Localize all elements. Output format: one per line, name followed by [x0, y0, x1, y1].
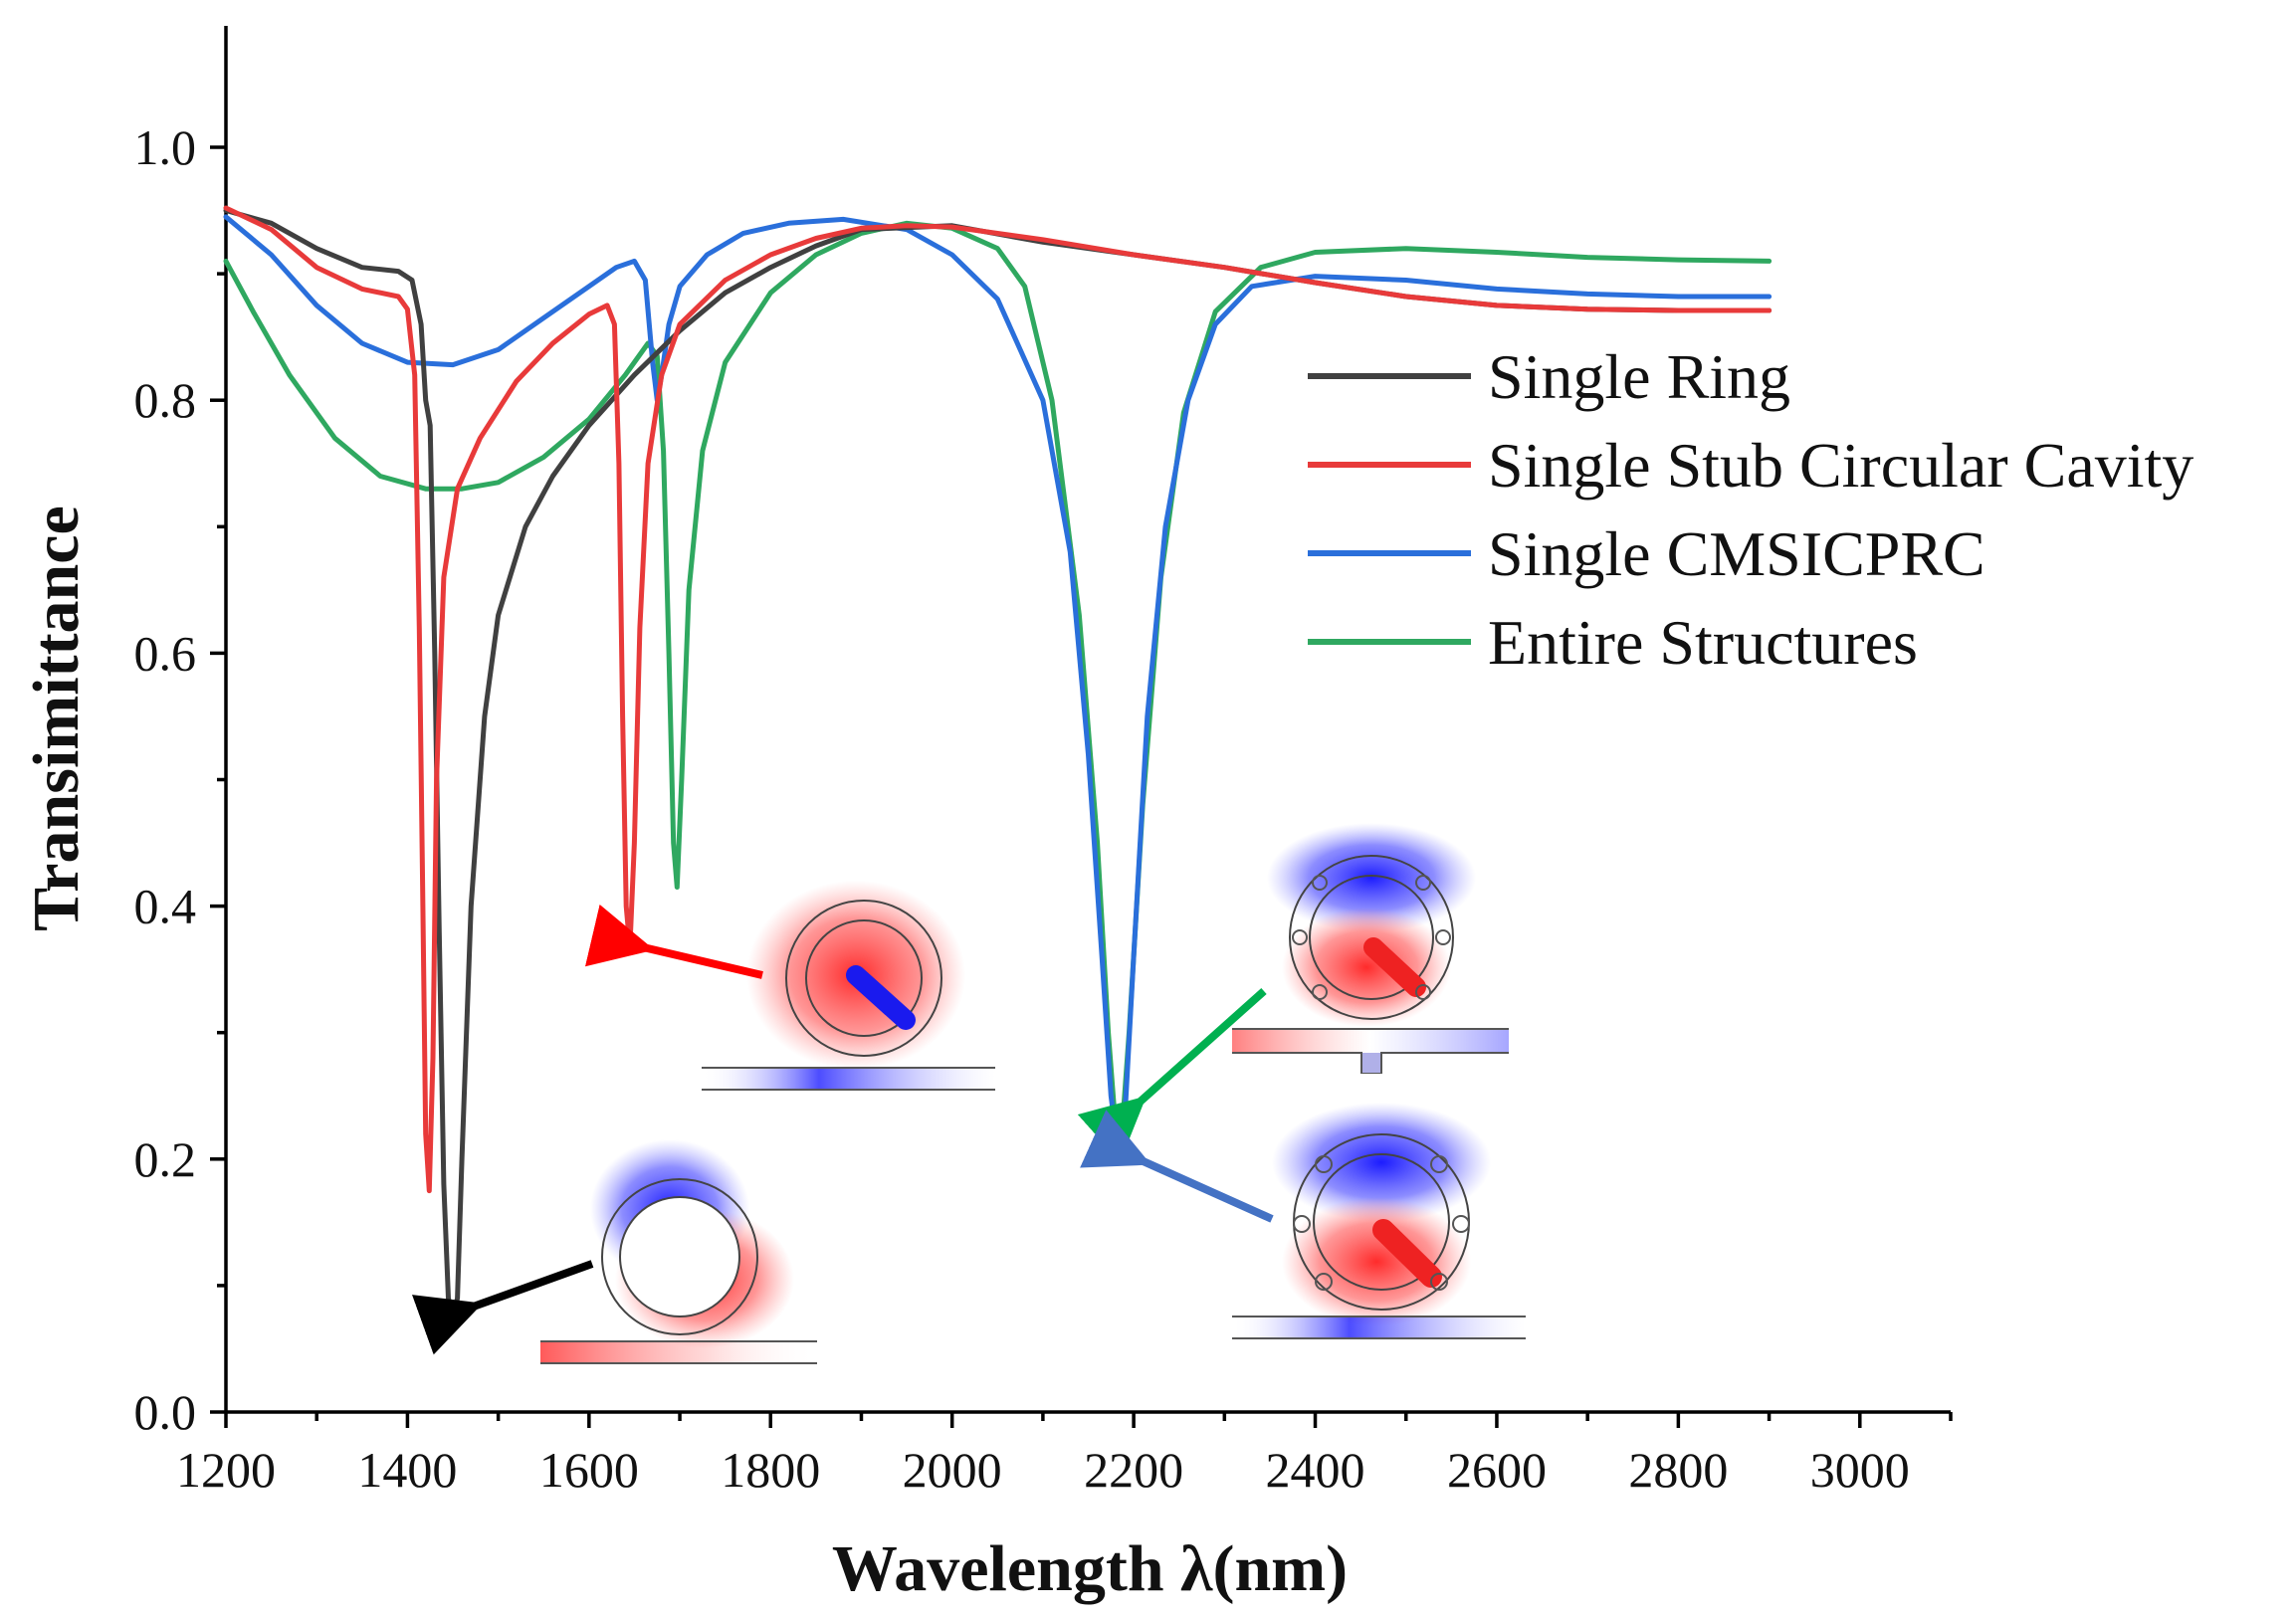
air-hole	[1315, 1273, 1333, 1291]
arrow-entire-structures	[1077, 988, 1267, 1162]
blue-field-lobe	[1272, 1103, 1491, 1222]
x-tick-label: 2800	[1628, 1442, 1728, 1498]
air-hole	[1315, 1155, 1333, 1173]
y-axis-ticks: 0.0 0.2 0.4 0.6 0.8 1.0	[134, 119, 226, 1440]
waveguide-bus	[1232, 1317, 1526, 1338]
x-tick-label: 2000	[903, 1442, 1002, 1498]
ring-inner-outline	[805, 919, 923, 1037]
ring-outer-outline	[785, 900, 942, 1057]
axes	[224, 26, 1951, 1414]
y-tick-label: 0.8	[134, 372, 197, 428]
arrow-cmsicprc	[1080, 1110, 1274, 1223]
arrow-single-ring	[411, 1260, 594, 1355]
air-hole	[1452, 1215, 1470, 1233]
x-tick-label: 1400	[357, 1442, 457, 1498]
air-hole	[1293, 1215, 1311, 1233]
x-tick-label: 1800	[721, 1442, 820, 1498]
x-axis-ticks: 1200 1400 1600 1800 2000 2200 2400 2600 2800 3000	[176, 1412, 1953, 1498]
cmsicprc-field-map	[1232, 1103, 1526, 1373]
y-axis-title: Transimittance	[20, 506, 93, 931]
x-tick-label: 3000	[1810, 1442, 1910, 1498]
y-tick-label: 1.0	[134, 119, 197, 175]
series-lines	[223, 205, 1773, 1320]
air-hole	[1312, 875, 1328, 891]
ring-inner-outline	[1313, 1153, 1450, 1291]
air-hole	[1430, 1155, 1448, 1173]
series-line-1	[223, 205, 1773, 1194]
air-hole	[1415, 875, 1431, 891]
single-ring-field-map	[540, 1129, 817, 1378]
ring-inner-outline	[1309, 875, 1434, 1000]
waveguide-bus	[540, 1341, 817, 1363]
y-tick-label: 0.4	[134, 879, 197, 934]
waveguide-bus	[1232, 1029, 1509, 1053]
entire-structures-field-map	[1232, 823, 1509, 1074]
y-tick-label: 0.6	[134, 625, 197, 681]
legend-label: Single Stub Circular Cavity	[1488, 430, 2193, 501]
red-stub	[1372, 1219, 1442, 1288]
x-tick-label: 2400	[1266, 1442, 1365, 1498]
legend-label: Single CMSICPRC	[1488, 518, 1985, 589]
red-stub	[1363, 937, 1426, 997]
y-tick-label: 0.2	[134, 1131, 197, 1187]
air-hole	[1430, 1273, 1448, 1291]
ring-outer-outline	[1289, 855, 1454, 1020]
air-hole	[1435, 929, 1451, 945]
x-tick-label: 2200	[1084, 1442, 1183, 1498]
stub-cavity-field-map	[702, 881, 995, 1110]
waveguide-stub	[1362, 1053, 1380, 1073]
air-hole	[1415, 984, 1431, 1000]
x-tick-label: 1200	[176, 1442, 276, 1498]
x-tick-label: 2600	[1447, 1442, 1547, 1498]
legend: Single Ring Single Stub Circular Cavity Si…	[1308, 341, 2193, 678]
legend-label: Single Ring	[1488, 341, 1790, 412]
x-tick-label: 1600	[539, 1442, 639, 1498]
arrow-stub-cavity	[584, 904, 763, 979]
air-hole	[1312, 984, 1328, 1000]
ring-outer-outline	[601, 1178, 758, 1335]
annotation-arrows	[411, 904, 1274, 1355]
blue-stub	[846, 965, 916, 1030]
waveguide-bus	[702, 1068, 995, 1090]
red-field-lobe	[1282, 1197, 1471, 1326]
air-hole	[1292, 929, 1308, 945]
x-axis-title: Wavelength λ(nm)	[832, 1532, 1348, 1605]
ring-inner-outline	[619, 1196, 740, 1317]
y-tick-label: 0.0	[134, 1384, 197, 1440]
legend-label: Entire Structures	[1488, 607, 1918, 678]
